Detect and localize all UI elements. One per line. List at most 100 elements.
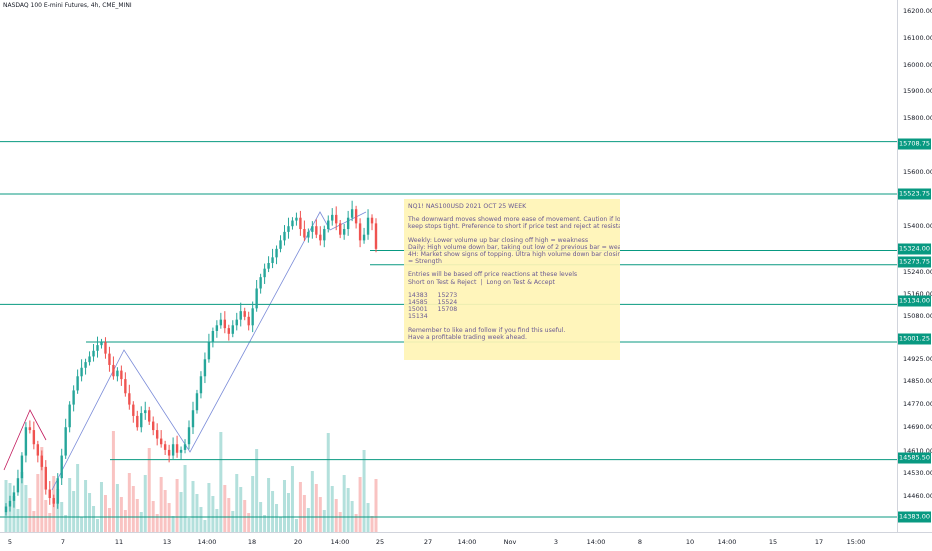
- candle-body: [92, 350, 95, 357]
- volume-bar: [282, 480, 286, 532]
- candle-body: [215, 325, 219, 331]
- volume-bar: [111, 431, 115, 532]
- candle-body: [207, 342, 211, 360]
- volume-bar: [103, 495, 107, 532]
- volume-bar: [235, 474, 239, 532]
- candle-body: [283, 231, 286, 241]
- volume-bar: [187, 518, 191, 532]
- y-tick: 16100.00: [903, 34, 932, 42]
- candle-body: [32, 430, 36, 445]
- volume-bar: [72, 491, 76, 532]
- candle-body: [191, 410, 195, 428]
- candle-body: [60, 455, 63, 479]
- candle-body: [227, 328, 230, 334]
- volume-bar: [346, 488, 350, 532]
- candle-body: [219, 319, 223, 326]
- candle-body: [267, 263, 270, 269]
- candle-body: [315, 226, 318, 235]
- volume-bar: [302, 495, 306, 532]
- x-tick: 25: [375, 538, 385, 546]
- volume-bar: [338, 512, 342, 532]
- candle-body: [64, 427, 67, 456]
- volume-bar: [36, 474, 40, 532]
- volume-bar: [247, 513, 251, 532]
- volume-bar: [96, 519, 100, 532]
- candle-body: [52, 498, 55, 504]
- note-line: 14383 15273: [408, 291, 458, 299]
- candle-body: [140, 413, 143, 428]
- volume-bar: [76, 464, 80, 532]
- candle-body: [108, 353, 111, 365]
- volume-bar: [255, 449, 259, 532]
- volume-bar: [275, 504, 279, 532]
- y-tick: 14850.00: [903, 377, 932, 385]
- candle-body: [335, 214, 338, 224]
- volume-bar: [207, 483, 211, 532]
- volume-bar: [239, 487, 243, 532]
- x-tick: 14:00: [330, 538, 350, 546]
- volume-bar: [115, 484, 119, 532]
- x-tick: 14:00: [586, 538, 606, 546]
- candle-body: [132, 404, 135, 416]
- candle-body: [88, 356, 91, 363]
- note-line: 15134: [408, 313, 428, 321]
- candle-body: [28, 427, 32, 431]
- volume-bar: [263, 515, 267, 532]
- volume-bar: [107, 508, 111, 532]
- volume-bar: [298, 482, 302, 532]
- y-tick: 15600.00: [903, 168, 932, 176]
- time-axis[interactable]: 5 7 11 13 14:00 18 20 14:00 25 27 14:00 …: [0, 532, 932, 551]
- candle-body: [120, 370, 123, 380]
- candle-body: [84, 362, 87, 368]
- candle-body: [40, 455, 44, 467]
- y-tick: 14530.00: [903, 469, 932, 477]
- volume-bar: [179, 492, 183, 532]
- analysis-note[interactable]: NQ1! NAS100USD 2021 OCT 25 WEEK The down…: [404, 199, 620, 360]
- level-label: 14383.00: [898, 511, 931, 523]
- candle-body: [291, 220, 294, 227]
- volume-bar: [123, 510, 127, 532]
- level-label: 14585.50: [898, 452, 931, 464]
- volume-bar: [159, 477, 163, 532]
- volume-bar: [318, 497, 322, 532]
- volume-bar: [139, 512, 143, 532]
- candle-body: [275, 248, 278, 258]
- volume-bar: [374, 479, 378, 532]
- note-line: Short on Test & Reject | Long on Test & …: [408, 278, 555, 286]
- volume-bar: [171, 516, 175, 532]
- note-line: 4H: Market show signs of topping. Ultra …: [408, 251, 620, 259]
- volume-bar: [24, 485, 28, 532]
- candle-body: [4, 506, 8, 513]
- chart-title: NASDAQ 100 E-mini Futures, 4h, CME_MINI: [3, 2, 132, 9]
- volume-bar: [279, 517, 283, 532]
- candle-body: [354, 209, 358, 224]
- x-tick: 18: [247, 538, 257, 546]
- volume-bar: [251, 476, 255, 532]
- candle-body: [362, 234, 366, 241]
- candle-body: [12, 492, 16, 501]
- candle-body: [374, 223, 378, 249]
- level-label: 15324.00: [898, 243, 931, 255]
- volume-bar: [211, 496, 215, 532]
- volume-bar: [354, 514, 358, 532]
- volume-bar: [32, 511, 36, 532]
- x-tick: 15:00: [846, 538, 866, 546]
- volume-bar: [48, 513, 52, 532]
- x-tick: 7: [60, 538, 66, 546]
- volume-bar: [294, 519, 298, 532]
- note-line: Have a profitable trading week ahead.: [408, 333, 527, 341]
- candle-body: [370, 217, 374, 224]
- candle-body: [295, 217, 298, 221]
- y-tick: 15080.00: [903, 312, 932, 320]
- candle-body: [231, 325, 234, 334]
- x-tick: 27: [423, 538, 433, 546]
- volume-bar: [330, 486, 334, 532]
- candle-body: [175, 444, 179, 453]
- y-tick: 14690.00: [903, 423, 932, 431]
- y-tick: 15400.00: [903, 222, 932, 230]
- candle-body: [20, 455, 24, 479]
- candle-body: [303, 229, 306, 238]
- candle-body: [211, 330, 215, 343]
- candle-body: [331, 214, 334, 221]
- y-tick: 14925.00: [903, 355, 932, 363]
